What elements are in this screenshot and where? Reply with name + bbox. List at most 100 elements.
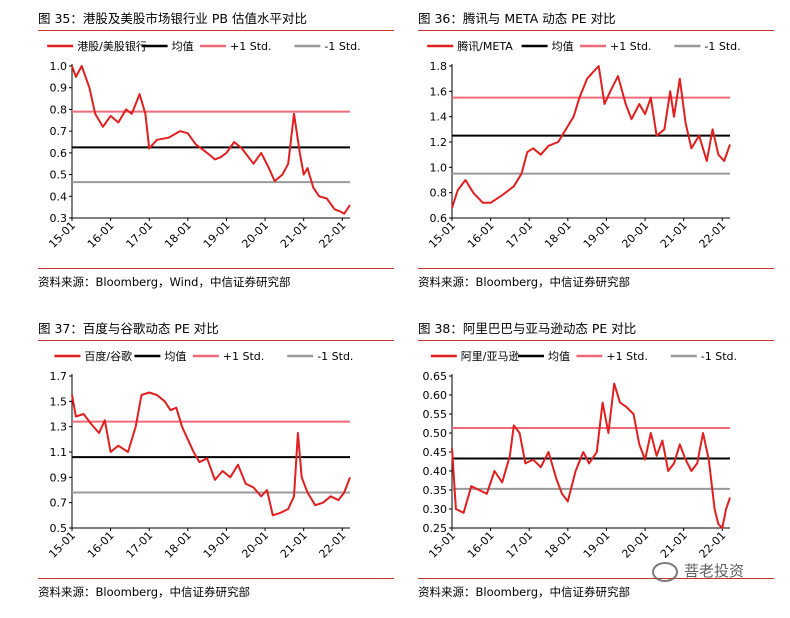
y-tick-label: 0.7 — [50, 497, 68, 510]
x-tick-label: 21-01 — [658, 529, 690, 561]
y-tick-label: 0.50 — [423, 427, 448, 440]
legend-label: +1 Std. — [230, 40, 272, 53]
legend-label: 均值 — [552, 40, 574, 53]
y-tick-label: 0.8 — [430, 187, 448, 200]
chart-title: 图 37：百度与谷歌动态 PE 对比 — [38, 321, 219, 336]
x-tick-label: 17-01 — [504, 219, 536, 251]
chart-area: 阿里/亚马逊 均值 +1 Std. -1 Std. 0.25 0.30 0.35 0.40 0.… — [423, 350, 738, 561]
legend-label: 港股/美股银行 — [77, 39, 147, 53]
series-line — [451, 65, 731, 209]
y-tick-label: 0.5 — [50, 522, 68, 535]
x-tick-label: 18-01 — [162, 219, 194, 251]
legend-label: 腾讯/META — [457, 39, 513, 53]
legend-label: +1 Std. — [606, 350, 648, 363]
x-tick-label: 16-01 — [85, 529, 117, 561]
x-tick-label: 16-01 — [465, 529, 497, 561]
series-line — [71, 391, 351, 517]
x-tick-label: 18-01 — [162, 529, 194, 561]
x-tick-label: 18-01 — [542, 219, 574, 251]
source-rule — [38, 268, 394, 269]
chart-source: 资料来源：Bloomberg，中信证券研究部 — [418, 585, 631, 599]
title-rule — [418, 30, 774, 31]
y-tick-label: 1.6 — [430, 85, 448, 98]
source-rule — [418, 578, 774, 579]
chart-area: 腾讯/META 均值 +1 Std. -1 Std. 0.6 0.8 1.0 1.2 1.4 1.… — [426, 39, 740, 251]
y-tick-label: 0.30 — [423, 503, 448, 516]
watermark-text: 菩老投资 — [684, 562, 745, 580]
legend-label: 均值 — [548, 350, 570, 363]
wechat-icon — [652, 561, 678, 582]
legend-label: 均值 — [172, 40, 194, 53]
legend-label: -1 Std. — [704, 40, 740, 53]
chart-source: 资料来源：Bloomberg，中信证券研究部 — [38, 585, 251, 599]
y-tick-label: 0.6 — [50, 147, 68, 160]
x-tick-label: 17-01 — [124, 529, 156, 561]
y-tick-label: 1.5 — [50, 395, 68, 408]
y-tick-label: 0.4 — [50, 190, 68, 203]
x-tick-label: 22-01 — [697, 529, 729, 561]
x-tick-label: 19-01 — [201, 219, 233, 251]
chart-title: 图 35：港股及美股市场银行业 PB 估值水平对比 — [38, 11, 307, 26]
legend-label: -1 Std. — [317, 350, 353, 363]
x-tick-label: 21-01 — [278, 529, 310, 561]
y-tick-label: 0.60 — [423, 389, 448, 402]
y-tick-label: 1.0 — [50, 60, 68, 73]
y-tick-label: 0.55 — [423, 408, 448, 421]
x-tick-label: 22-01 — [317, 219, 349, 251]
x-tick-label: 19-01 — [581, 529, 613, 561]
x-tick-label: 18-01 — [542, 529, 574, 561]
x-tick-label: 21-01 — [658, 219, 690, 251]
y-tick-label: 0.8 — [50, 103, 68, 116]
x-tick-label: 20-01 — [619, 219, 651, 251]
x-tick-label: 16-01 — [465, 219, 497, 251]
chart-source: 资料来源：Bloomberg，Wind，中信证券研究部 — [38, 275, 291, 289]
legend-label: -1 Std. — [701, 350, 737, 363]
y-tick-label: 1.2 — [430, 136, 448, 149]
y-tick-label: 0.6 — [430, 212, 448, 225]
chart-panel-38: 图 38：阿里巴巴与亚马逊动态 PE 对比 阿里/亚马逊 均值 +1 Std. -1 … — [418, 318, 788, 618]
y-tick-label: 0.9 — [50, 82, 68, 95]
x-tick-label: 21-01 — [278, 219, 310, 251]
y-tick-label: 0.7 — [50, 125, 68, 138]
legend-label: +1 Std. — [223, 350, 264, 363]
y-tick-label: 0.9 — [50, 471, 68, 484]
y-tick-label: 0.35 — [423, 484, 448, 497]
source-rule — [418, 268, 774, 269]
legend-label: +1 Std. — [610, 40, 652, 53]
chart-area: 港股/美股银行 均值 +1 Std. -1 Std. 0.3 0.4 0.5 0.6 0.7 0.… — [46, 39, 360, 251]
y-tick-label: 1.0 — [430, 161, 448, 174]
y-tick-label: 1.8 — [430, 60, 448, 73]
y-tick-label: 0.65 — [423, 370, 448, 383]
legend-label: 百度/谷歌 — [84, 349, 132, 363]
chart-title: 图 38：阿里巴巴与亚马逊动态 PE 对比 — [418, 321, 637, 336]
chart-panel-37: 图 37：百度与谷歌动态 PE 对比 百度/谷歌 均值 +1 Std. -1 Std.… — [38, 318, 408, 618]
x-tick-label: 20-01 — [239, 219, 271, 251]
legend-label: 阿里/亚马逊 — [461, 350, 520, 363]
series-line — [71, 65, 351, 215]
x-tick-label: 17-01 — [124, 219, 156, 251]
y-tick-label: 1.7 — [50, 370, 68, 383]
y-tick-label: 1.4 — [430, 111, 448, 124]
y-tick-label: 0.40 — [423, 465, 448, 478]
chart-source: 资料来源：Bloomberg，中信证券研究部 — [418, 275, 631, 289]
chart-title: 图 36：腾讯与 META 动态 PE 对比 — [418, 11, 616, 26]
legend-label: -1 Std. — [324, 40, 360, 53]
x-tick-label: 20-01 — [239, 529, 271, 561]
title-rule — [38, 30, 394, 31]
x-tick-label: 16-01 — [85, 219, 117, 251]
y-tick-label: 0.3 — [50, 212, 68, 225]
watermark: 菩老投资 — [652, 560, 744, 582]
y-tick-label: 0.5 — [50, 169, 68, 182]
x-tick-label: 22-01 — [697, 219, 729, 251]
series-line — [451, 382, 731, 529]
x-tick-label: 17-01 — [504, 529, 536, 561]
title-rule — [418, 340, 774, 341]
x-tick-label: 19-01 — [581, 219, 613, 251]
x-tick-label: 19-01 — [201, 529, 233, 561]
y-tick-label: 1.1 — [50, 446, 68, 459]
legend-label: 均值 — [164, 350, 186, 363]
x-tick-label: 20-01 — [619, 529, 651, 561]
y-tick-label: 0.25 — [423, 522, 448, 535]
source-rule — [38, 578, 394, 579]
y-tick-label: 1.3 — [50, 421, 68, 434]
